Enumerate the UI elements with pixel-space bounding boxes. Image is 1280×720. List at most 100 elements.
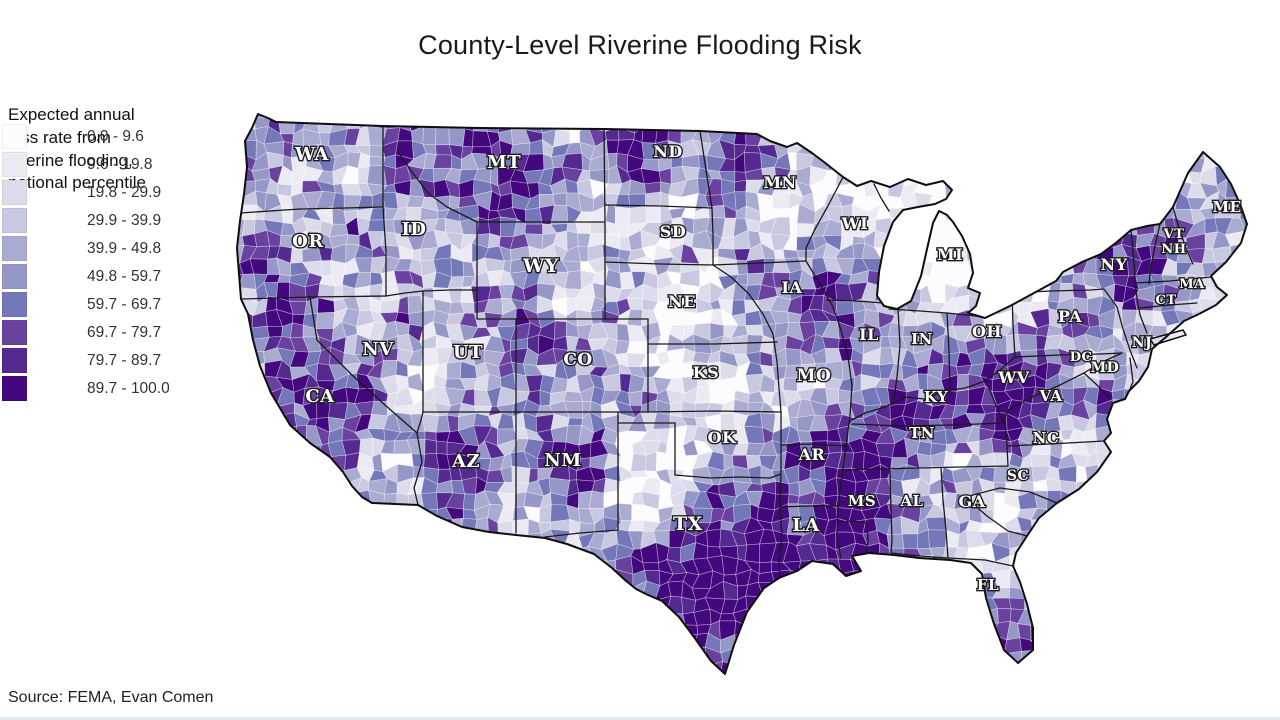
county-cell — [642, 663, 662, 674]
county-cell — [1226, 621, 1247, 638]
county-cell — [1146, 179, 1167, 196]
county-cell — [589, 114, 609, 121]
county-cell — [498, 583, 519, 596]
county-cell — [290, 634, 308, 653]
county-cell — [977, 130, 997, 148]
county-cell — [1068, 504, 1088, 525]
county-cell — [1004, 272, 1021, 288]
county-cell — [821, 336, 840, 349]
county-cell — [317, 621, 336, 638]
county-cell — [434, 649, 453, 666]
county-cell — [1010, 139, 1024, 160]
county-cell — [926, 606, 946, 626]
county-cell — [925, 516, 947, 531]
county-cell — [509, 609, 529, 624]
county-cell — [861, 114, 880, 121]
county-cell — [433, 583, 448, 600]
county-cell — [315, 114, 337, 119]
county-cell — [448, 195, 461, 210]
county-cell — [1120, 646, 1143, 664]
county-cell — [644, 114, 655, 121]
county-cell — [451, 633, 461, 651]
county-cell — [707, 204, 726, 219]
county-cell — [1227, 321, 1243, 338]
county-cell — [1141, 662, 1153, 674]
legend-range-label: 19.8 - 29.9 — [87, 183, 162, 201]
county-cell — [1060, 242, 1073, 263]
county-cell — [1096, 594, 1113, 614]
county-cell — [930, 672, 945, 674]
county-cell — [496, 662, 514, 674]
county-cell — [640, 606, 659, 626]
county-cell — [1084, 619, 1102, 640]
county-cell — [1191, 528, 1204, 549]
county-cell — [241, 114, 256, 119]
county-cell — [1191, 323, 1208, 339]
county-cell — [827, 151, 841, 171]
county-cell — [862, 647, 883, 667]
county-cell — [497, 632, 518, 654]
county-cell — [1031, 204, 1052, 226]
county-cell — [505, 678, 514, 687]
county-cell — [354, 659, 372, 674]
county-cell — [425, 649, 437, 667]
county-cell — [289, 455, 311, 471]
county-cell — [394, 114, 408, 119]
county-cell — [630, 470, 648, 478]
county-cell — [250, 412, 269, 433]
county-cell — [1188, 374, 1206, 390]
county-cell — [561, 571, 581, 586]
county-cell — [1176, 156, 1191, 173]
county-cell — [1173, 567, 1192, 589]
county-cell — [1135, 139, 1154, 158]
county-cell — [594, 582, 606, 602]
county-cell — [951, 583, 972, 601]
county-cell — [1008, 597, 1026, 610]
county-cell — [823, 114, 842, 121]
county-cell — [577, 632, 593, 651]
county-cell — [992, 157, 1012, 166]
county-cell — [875, 177, 889, 197]
county-cell — [996, 272, 1010, 288]
county-cell — [1074, 671, 1086, 674]
county-cell — [1095, 219, 1114, 237]
county-cell — [396, 492, 410, 511]
county-cell — [485, 115, 500, 134]
county-cell — [379, 507, 398, 524]
county-cell — [653, 114, 672, 118]
county-cell — [1240, 451, 1247, 473]
county-cell — [1082, 126, 1104, 143]
county-cell — [1137, 597, 1151, 614]
county-cell — [603, 569, 616, 588]
county-cell — [1083, 675, 1099, 692]
county-cell — [498, 609, 516, 625]
county-cell — [1133, 623, 1151, 637]
county-cell — [444, 114, 465, 116]
county-cell — [837, 140, 850, 160]
county-cell — [1200, 612, 1220, 628]
county-cell — [356, 544, 372, 558]
county-cell — [590, 309, 602, 325]
county-cell — [536, 621, 555, 642]
county-cell — [1008, 234, 1019, 251]
county-cell — [1146, 672, 1165, 674]
county-cell — [995, 119, 1012, 133]
county-cell — [301, 583, 324, 599]
county-cell — [953, 203, 967, 220]
county-cell — [1146, 664, 1168, 674]
county-cell — [1224, 480, 1243, 496]
county-cell — [1069, 183, 1087, 194]
county-cell — [397, 581, 413, 598]
county-cell — [1070, 126, 1088, 142]
state-label-ga: GA — [958, 492, 985, 511]
county-cell — [875, 442, 896, 458]
county-cell — [1061, 165, 1074, 187]
county-cell — [1121, 167, 1143, 183]
county-cell — [237, 607, 258, 623]
county-cell — [1042, 127, 1059, 145]
county-cell — [900, 246, 917, 263]
county-cell — [770, 114, 791, 131]
county-cell — [229, 678, 244, 689]
county-cell — [1243, 164, 1247, 183]
